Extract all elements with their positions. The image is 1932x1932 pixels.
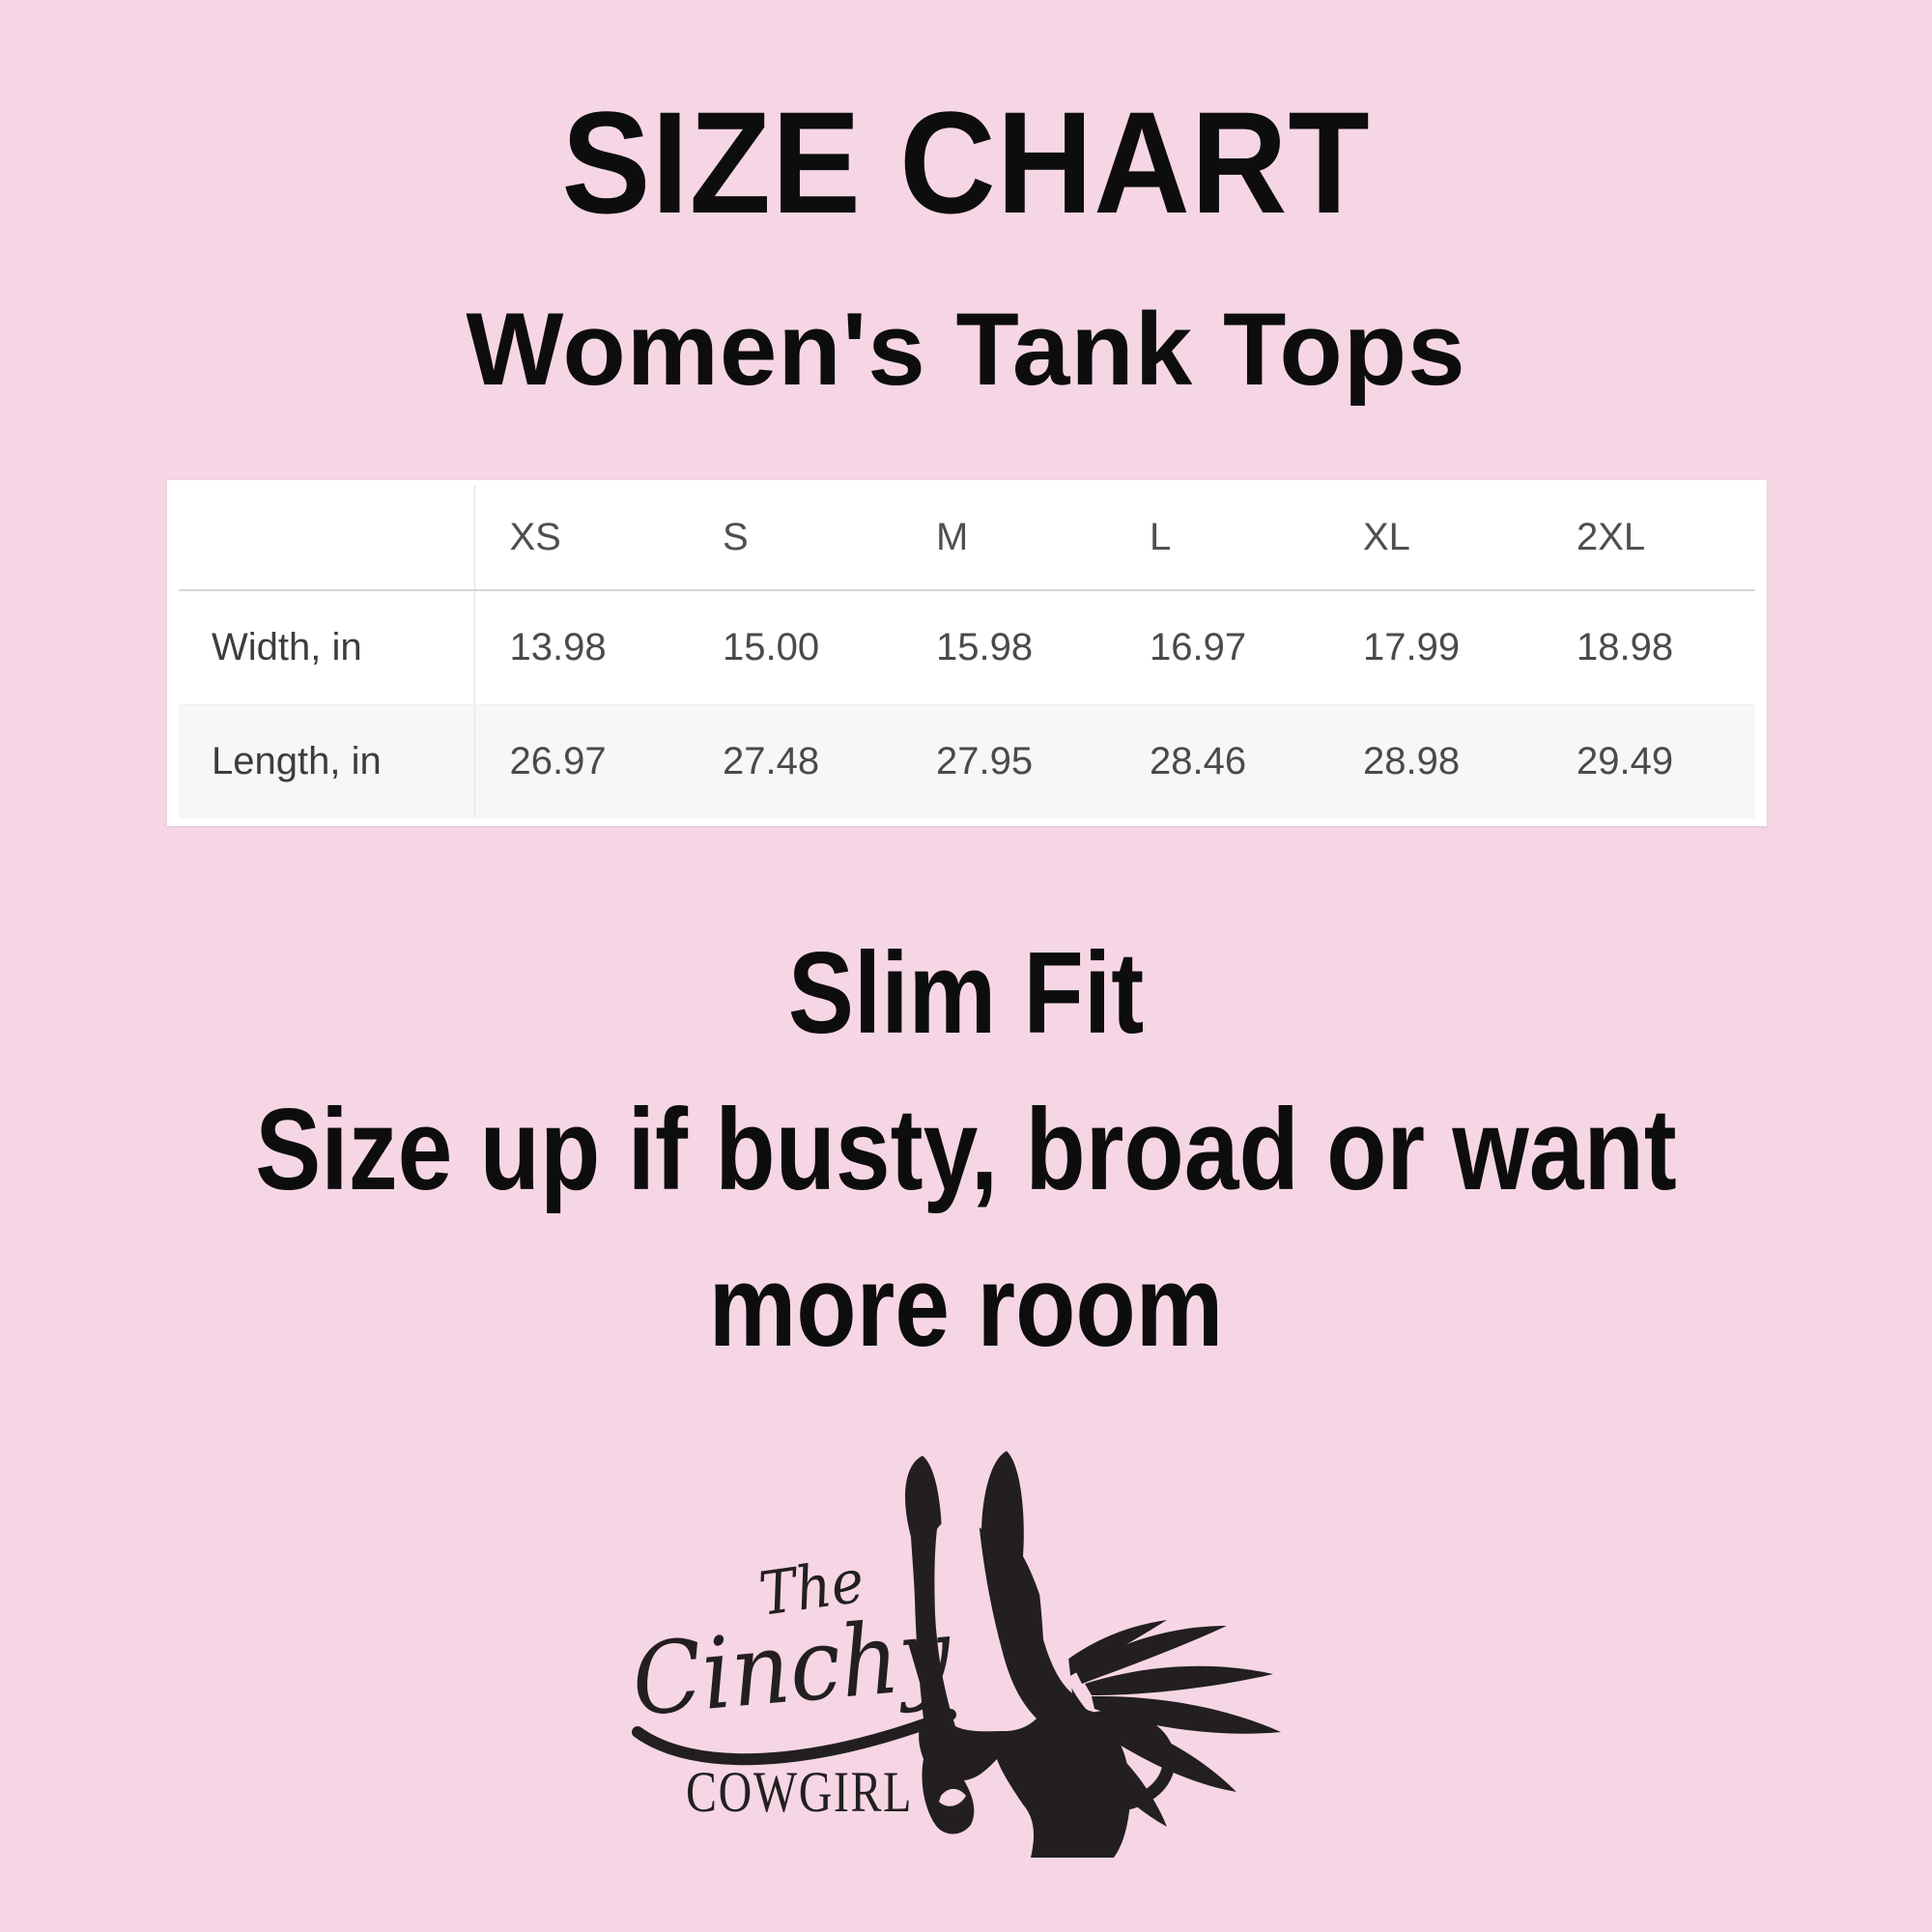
brand-logo: The Cinchy COWGIRL: [597, 1442, 1335, 1863]
length-2xl: 29.49: [1542, 704, 1755, 818]
fit-note-line-1: Slim Fit: [787, 928, 1145, 1058]
header-cell-l: L: [1115, 486, 1328, 591]
length-s: 27.48: [688, 704, 901, 818]
header-cell-s: S: [688, 486, 901, 591]
length-xl: 28.98: [1328, 704, 1542, 818]
size-table-card: XS S M L XL 2XL Width, in 13.98 15.00 15…: [167, 480, 1767, 826]
fit-notes: Slim Fit Size up if busty, broad or want…: [145, 915, 1787, 1384]
feathers-icon: [1059, 1620, 1281, 1833]
width-2xl: 18.98: [1542, 590, 1755, 705]
horse-head-with-feathers-icon: The Cinchy COWGIRL: [628, 1451, 1281, 1858]
header-cell-xl: XL: [1328, 486, 1542, 591]
width-m: 15.98: [901, 590, 1115, 705]
horse-blaze: [934, 1515, 1037, 1732]
row-label-length: Length, in: [179, 704, 475, 818]
page-title: SIZE CHART: [561, 81, 1371, 243]
horse-mane-gap: [1032, 1535, 1072, 1693]
row-label-width: Width, in: [179, 590, 475, 705]
logo-wordmark-cowgirl: COWGIRL: [686, 1760, 913, 1824]
header-cell-2xl: 2XL: [1542, 486, 1755, 591]
horse-nostril: [939, 1788, 966, 1806]
table-row-length: Length, in 26.97 27.48 27.95 28.46 28.98…: [179, 704, 1755, 818]
table-row-width: Width, in 13.98 15.00 15.98 16.97 17.99 …: [179, 590, 1755, 705]
width-xl: 17.99: [1328, 590, 1542, 705]
header-cell-xs: XS: [474, 486, 688, 591]
width-s: 15.00: [688, 590, 901, 705]
size-table: XS S M L XL 2XL Width, in 13.98 15.00 15…: [179, 486, 1755, 818]
length-l: 28.46: [1115, 704, 1328, 818]
logo-script-the: The: [754, 1546, 867, 1630]
size-table-header-row: XS S M L XL 2XL: [179, 486, 1755, 591]
header-cell-m: M: [901, 486, 1115, 591]
fit-note-line-2: Size up if busty, broad or want: [255, 1085, 1677, 1214]
width-l: 16.97: [1115, 590, 1328, 705]
length-xs: 26.97: [474, 704, 688, 818]
width-xs: 13.98: [474, 590, 688, 705]
length-m: 27.95: [901, 704, 1115, 818]
page-subtitle: Women's Tank Tops: [466, 291, 1466, 407]
logo-underline-swoosh: [632, 1709, 956, 1766]
fit-note-line-3: more room: [708, 1241, 1224, 1371]
logo-script-cinchy: Cinchy: [628, 1597, 956, 1739]
header-cell-empty: [179, 486, 475, 591]
